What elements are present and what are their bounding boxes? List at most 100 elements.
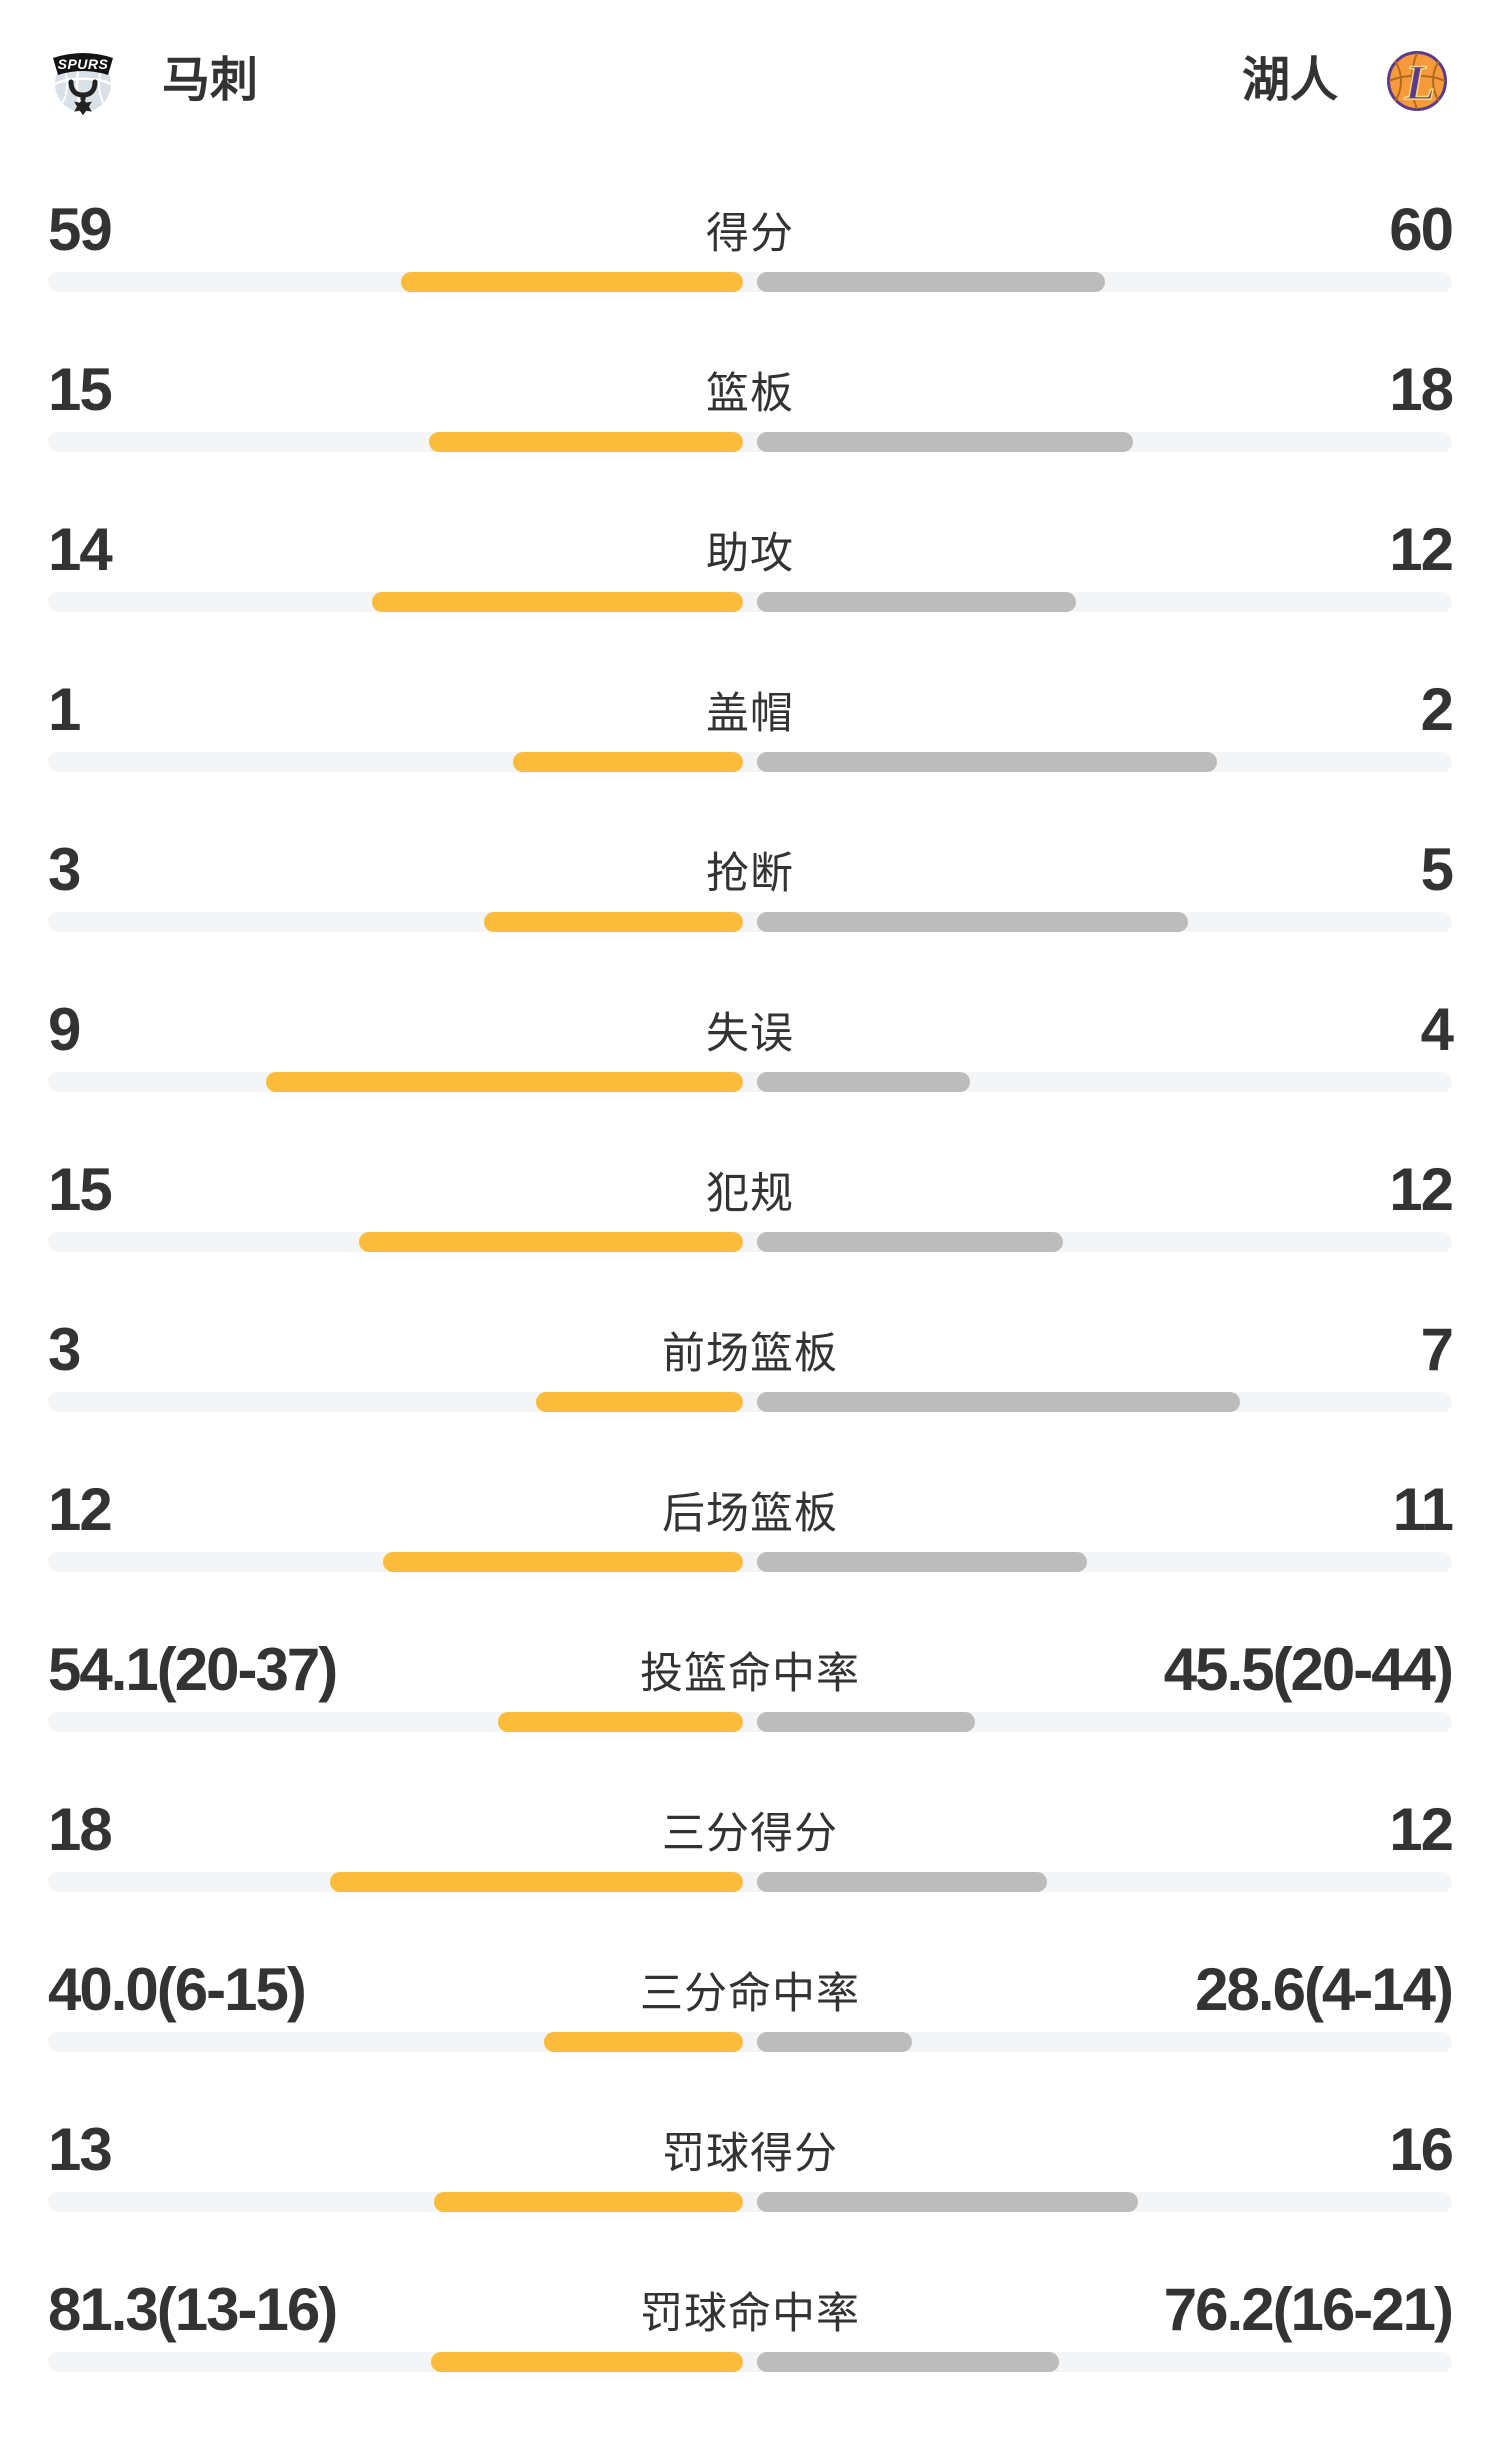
stat-label: 罚球得分 bbox=[662, 2130, 838, 2178]
right-team-bar bbox=[757, 1232, 1063, 1252]
left-team-bar bbox=[266, 1072, 743, 1092]
stat-row-field-goal-pct: 54.1(20-37) 投篮命中率 45.5(20-44) bbox=[48, 1600, 1454, 1760]
stat-row-offensive-rebounds: 3 前场篮板 7 bbox=[48, 1280, 1454, 1440]
left-team-bar bbox=[401, 272, 743, 292]
stat-label: 盖帽 bbox=[706, 690, 794, 738]
bar-track bbox=[48, 1072, 1452, 1092]
left-team-bar bbox=[434, 2192, 743, 2212]
right-value: 5 bbox=[1420, 836, 1454, 903]
right-value: 12 bbox=[1389, 516, 1454, 583]
bar-track bbox=[48, 1712, 1452, 1732]
right-team-name: 湖人 bbox=[1241, 54, 1338, 107]
stat-label: 三分命中率 bbox=[640, 1970, 860, 2018]
bar-track bbox=[48, 1392, 1452, 1412]
bar-track bbox=[48, 1552, 1452, 1572]
stat-row-free-throw-points: 13 罚球得分 16 bbox=[48, 2080, 1454, 2240]
right-team-bar bbox=[757, 1072, 970, 1092]
stats-list: 59 得分 60 15 篮板 18 14 助攻 bbox=[48, 160, 1454, 2400]
left-team: SPURS 马刺 bbox=[48, 46, 258, 116]
stat-row-defensive-rebounds: 12 后场篮板 11 bbox=[48, 1440, 1454, 1600]
right-value: 12 bbox=[1389, 1156, 1454, 1223]
left-value: 40.0(6-15) bbox=[48, 1956, 307, 2023]
right-team: 湖人 L bbox=[1242, 46, 1452, 116]
bar-track bbox=[48, 1872, 1452, 1892]
left-value: 81.3(13-16) bbox=[48, 2276, 338, 2343]
bar-track bbox=[48, 912, 1452, 932]
left-team-bar bbox=[330, 1872, 743, 1892]
left-value: 18 bbox=[48, 1796, 113, 1863]
stat-row-turnovers: 9 失误 4 bbox=[48, 960, 1454, 1120]
right-team-bar bbox=[757, 1712, 975, 1732]
stat-label: 篮板 bbox=[706, 370, 794, 418]
right-team-bar bbox=[757, 1392, 1240, 1412]
stat-label: 三分得分 bbox=[662, 1810, 838, 1858]
left-value: 59 bbox=[48, 196, 113, 263]
right-team-bar bbox=[757, 2032, 912, 2052]
stat-row-rebounds: 15 篮板 18 bbox=[48, 320, 1454, 480]
left-value: 15 bbox=[48, 1156, 113, 1223]
stat-row-three-point-pct: 40.0(6-15) 三分命中率 28.6(4-14) bbox=[48, 1920, 1454, 2080]
right-team-bar bbox=[757, 272, 1105, 292]
lakers-logo-icon: L bbox=[1387, 51, 1447, 111]
left-team-bar bbox=[372, 592, 743, 612]
bar-track bbox=[48, 1232, 1452, 1252]
left-team-bar bbox=[498, 1712, 743, 1732]
stat-label: 抢断 bbox=[706, 850, 794, 898]
right-value: 11 bbox=[1392, 1476, 1454, 1543]
right-value: 16 bbox=[1389, 2116, 1454, 2183]
team-stats-panel: SPURS 马刺 湖人 L 59 得分 60 bbox=[0, 46, 1500, 2400]
left-value: 15 bbox=[48, 356, 113, 423]
left-value: 1 bbox=[48, 676, 81, 743]
left-value: 3 bbox=[48, 836, 81, 903]
right-team-bar bbox=[757, 912, 1188, 932]
right-team-bar bbox=[757, 2352, 1059, 2372]
teams-header: SPURS 马刺 湖人 L bbox=[48, 46, 1452, 116]
spurs-logo-icon: SPURS bbox=[53, 53, 113, 116]
right-value: 18 bbox=[1389, 356, 1454, 423]
left-team-bar bbox=[544, 2032, 743, 2052]
right-team-bar bbox=[757, 2192, 1138, 2212]
right-value: 12 bbox=[1389, 1796, 1454, 1863]
bar-track bbox=[48, 752, 1452, 772]
bar-track bbox=[48, 2032, 1452, 2052]
stat-label: 投篮命中率 bbox=[640, 1650, 860, 1698]
stat-row-steals: 3 抢断 5 bbox=[48, 800, 1454, 960]
svg-text:L: L bbox=[1404, 54, 1436, 110]
right-team-bar bbox=[757, 1872, 1047, 1892]
right-value: 2 bbox=[1420, 676, 1454, 743]
stat-row-points: 59 得分 60 bbox=[48, 160, 1454, 320]
left-team-bar bbox=[513, 752, 743, 772]
left-team-bar bbox=[484, 912, 743, 932]
bar-track bbox=[48, 272, 1452, 292]
right-value: 28.6(4-14) bbox=[1195, 1956, 1454, 2023]
stat-row-fouls: 15 犯规 12 bbox=[48, 1120, 1454, 1280]
left-value: 9 bbox=[48, 996, 81, 1063]
svg-text:SPURS: SPURS bbox=[58, 56, 109, 72]
left-team-bar bbox=[383, 1552, 743, 1572]
stat-row-free-throw-pct: 81.3(13-16) 罚球命中率 76.2(16-21) bbox=[48, 2240, 1454, 2400]
stat-label: 得分 bbox=[706, 210, 794, 258]
right-value: 4 bbox=[1420, 996, 1454, 1063]
right-value: 45.5(20-44) bbox=[1163, 1636, 1454, 1703]
bar-track bbox=[48, 2192, 1452, 2212]
right-team-bar bbox=[757, 592, 1076, 612]
left-team-bar bbox=[431, 2352, 743, 2372]
stat-label: 失误 bbox=[706, 1010, 794, 1058]
bar-track bbox=[48, 2352, 1452, 2372]
left-team-bar bbox=[536, 1392, 743, 1412]
right-team-bar bbox=[757, 752, 1217, 772]
left-value: 12 bbox=[48, 1476, 113, 1543]
right-team-bar bbox=[757, 432, 1133, 452]
right-value: 7 bbox=[1420, 1316, 1454, 1383]
left-team-bar bbox=[359, 1232, 743, 1252]
left-team-bar bbox=[429, 432, 743, 452]
left-value: 13 bbox=[48, 2116, 113, 2183]
right-team-bar bbox=[757, 1552, 1087, 1572]
stat-row-three-point-points: 18 三分得分 12 bbox=[48, 1760, 1454, 1920]
left-team-name: 马刺 bbox=[162, 54, 259, 107]
left-value: 3 bbox=[48, 1316, 81, 1383]
stat-label: 助攻 bbox=[706, 530, 794, 578]
stat-row-assists: 14 助攻 12 bbox=[48, 480, 1454, 640]
right-value: 60 bbox=[1389, 196, 1454, 263]
right-value: 76.2(16-21) bbox=[1163, 2276, 1454, 2343]
